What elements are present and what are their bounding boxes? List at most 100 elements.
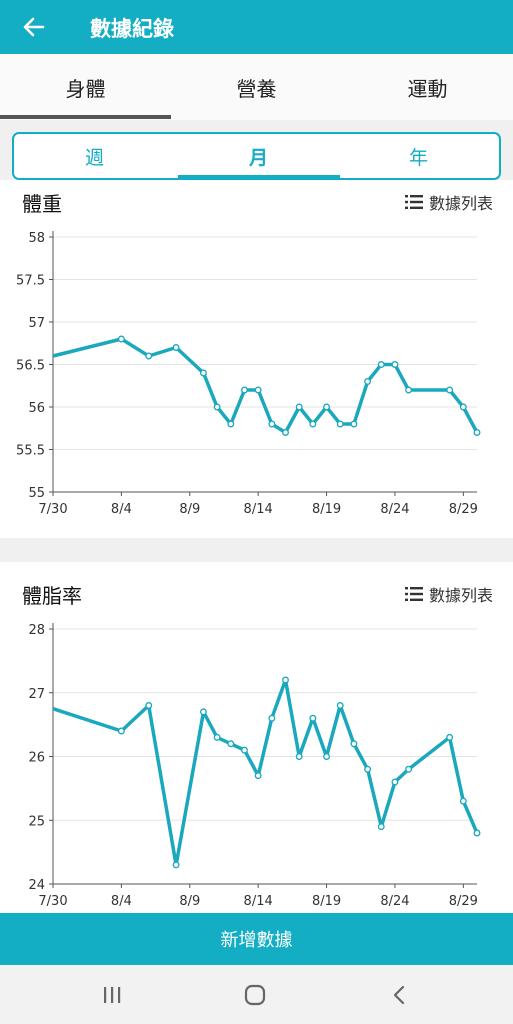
y-tick-label: 57 xyxy=(28,316,45,331)
data-point xyxy=(405,386,413,394)
nav-back-button[interactable] xyxy=(369,975,429,1015)
data-point xyxy=(145,702,153,709)
data-point xyxy=(117,335,125,343)
data-point xyxy=(295,753,303,760)
data-point xyxy=(459,797,467,805)
data-point xyxy=(213,403,221,411)
back-chevron-icon xyxy=(393,985,405,1005)
x-tick-label: 8/24 xyxy=(380,894,409,909)
y-tick-label: 27 xyxy=(28,687,45,702)
x-tick-label: 8/24 xyxy=(380,502,409,517)
x-tick-label: 8/9 xyxy=(179,894,200,909)
y-tick-label: 28 xyxy=(28,623,45,638)
data-point xyxy=(377,361,385,368)
data-point xyxy=(405,765,413,773)
data-point xyxy=(213,733,221,741)
tab-body[interactable]: 身體 xyxy=(65,76,106,101)
x-tick-label: 8/4 xyxy=(111,894,132,909)
data-point xyxy=(200,369,207,377)
y-tick-label: 57.5 xyxy=(16,274,45,289)
arrow-left-icon xyxy=(23,17,45,37)
data-list-label: 數據列表 xyxy=(428,586,493,605)
x-tick-label: 8/9 xyxy=(179,502,200,517)
bodyfat-data-list-button[interactable]: 數據列表 xyxy=(404,582,493,606)
bodyfat-title: 體脂率 xyxy=(22,584,82,608)
data-point xyxy=(473,829,481,837)
active-tab-indicator xyxy=(0,115,171,119)
y-tick-label: 24 xyxy=(28,878,45,893)
tab-nutrition[interactable]: 營養 xyxy=(236,76,277,101)
x-tick-label: 8/19 xyxy=(312,502,341,517)
series-line xyxy=(52,337,479,435)
data-point xyxy=(309,420,317,428)
data-point xyxy=(459,403,467,411)
data-list-label: 數據列表 xyxy=(428,194,493,213)
data-point xyxy=(295,403,303,411)
data-point xyxy=(282,676,289,684)
add-data-button[interactable]: 新增數據 xyxy=(0,913,513,965)
data-point xyxy=(336,420,344,428)
recents-button[interactable] xyxy=(82,975,142,1015)
data-point xyxy=(227,740,235,748)
weight-chart: 55 55.5 56 56.5 57 57.5 58 7/30 8/4 8/9 8/14 8/19 8/… xyxy=(16,231,481,517)
y-tick-label: 26 xyxy=(28,751,45,766)
x-tick-label: 8/19 xyxy=(312,894,341,909)
weight-title: 體重 xyxy=(22,192,62,216)
y-tick-label: 58 xyxy=(28,231,45,246)
active-period-indicator xyxy=(178,175,340,178)
data-point xyxy=(323,403,330,411)
y-tick-label: 55.5 xyxy=(16,444,45,459)
x-tick-label: 8/29 xyxy=(449,894,478,909)
data-point xyxy=(117,727,125,735)
system-nav-bar xyxy=(0,965,513,1024)
home-button[interactable] xyxy=(225,975,285,1015)
data-point xyxy=(364,378,372,385)
data-point xyxy=(268,714,276,722)
data-point xyxy=(241,386,248,394)
tab-exercise[interactable]: 運動 xyxy=(407,76,448,101)
period-week[interactable]: 週 xyxy=(84,146,104,169)
data-point xyxy=(446,733,454,741)
list-icon xyxy=(404,587,423,601)
list-icon xyxy=(404,195,423,209)
data-point xyxy=(254,386,262,394)
x-tick-label: 7/30 xyxy=(38,502,67,517)
data-point xyxy=(241,746,248,754)
data-point xyxy=(446,386,454,394)
period-year[interactable]: 年 xyxy=(408,146,428,169)
data-point xyxy=(227,420,235,428)
data-point xyxy=(377,823,385,831)
y-tick-label: 56.5 xyxy=(16,359,45,374)
data-point xyxy=(172,344,180,351)
x-tick-label: 8/14 xyxy=(244,502,273,517)
data-point xyxy=(336,702,344,709)
series-line xyxy=(52,678,479,867)
data-point xyxy=(145,352,153,360)
data-point xyxy=(364,765,372,773)
home-icon xyxy=(244,984,266,1006)
data-point xyxy=(473,429,481,436)
bodyfat-panel: 體脂率 數據列表 24 25 26 27 28 7/30 8/4 8/9 8/14 8/19 8/2… xyxy=(0,562,513,913)
back-button[interactable] xyxy=(14,8,54,46)
data-point xyxy=(200,708,207,716)
x-tick-label: 8/14 xyxy=(244,894,273,909)
recents-icon xyxy=(104,987,121,1003)
top-app-bar: 數據紀錄 xyxy=(0,0,513,54)
y-tick-label: 55 xyxy=(28,486,45,501)
period-month[interactable]: 月 xyxy=(248,146,268,169)
data-point xyxy=(391,778,399,786)
x-tick-label: 8/4 xyxy=(111,502,132,517)
x-tick-label: 8/29 xyxy=(449,502,478,517)
x-tick-label: 7/30 xyxy=(38,894,67,909)
data-point xyxy=(350,740,358,748)
data-point xyxy=(282,429,289,436)
data-point xyxy=(350,420,358,428)
y-tick-label: 25 xyxy=(28,814,45,829)
weight-panel: 體重 數據列表 55 55.5 56 56.5 57 57.5 58 7/30 8/4 8/9 8/… xyxy=(0,180,513,538)
data-point xyxy=(391,361,399,368)
period-selector: 週 月 年 xyxy=(12,132,501,180)
page-title: 數據紀錄 xyxy=(90,17,174,41)
weight-data-list-button[interactable]: 數據列表 xyxy=(404,190,493,214)
category-tabs: 身體 營養 運動 xyxy=(0,54,513,120)
data-point xyxy=(268,420,276,428)
